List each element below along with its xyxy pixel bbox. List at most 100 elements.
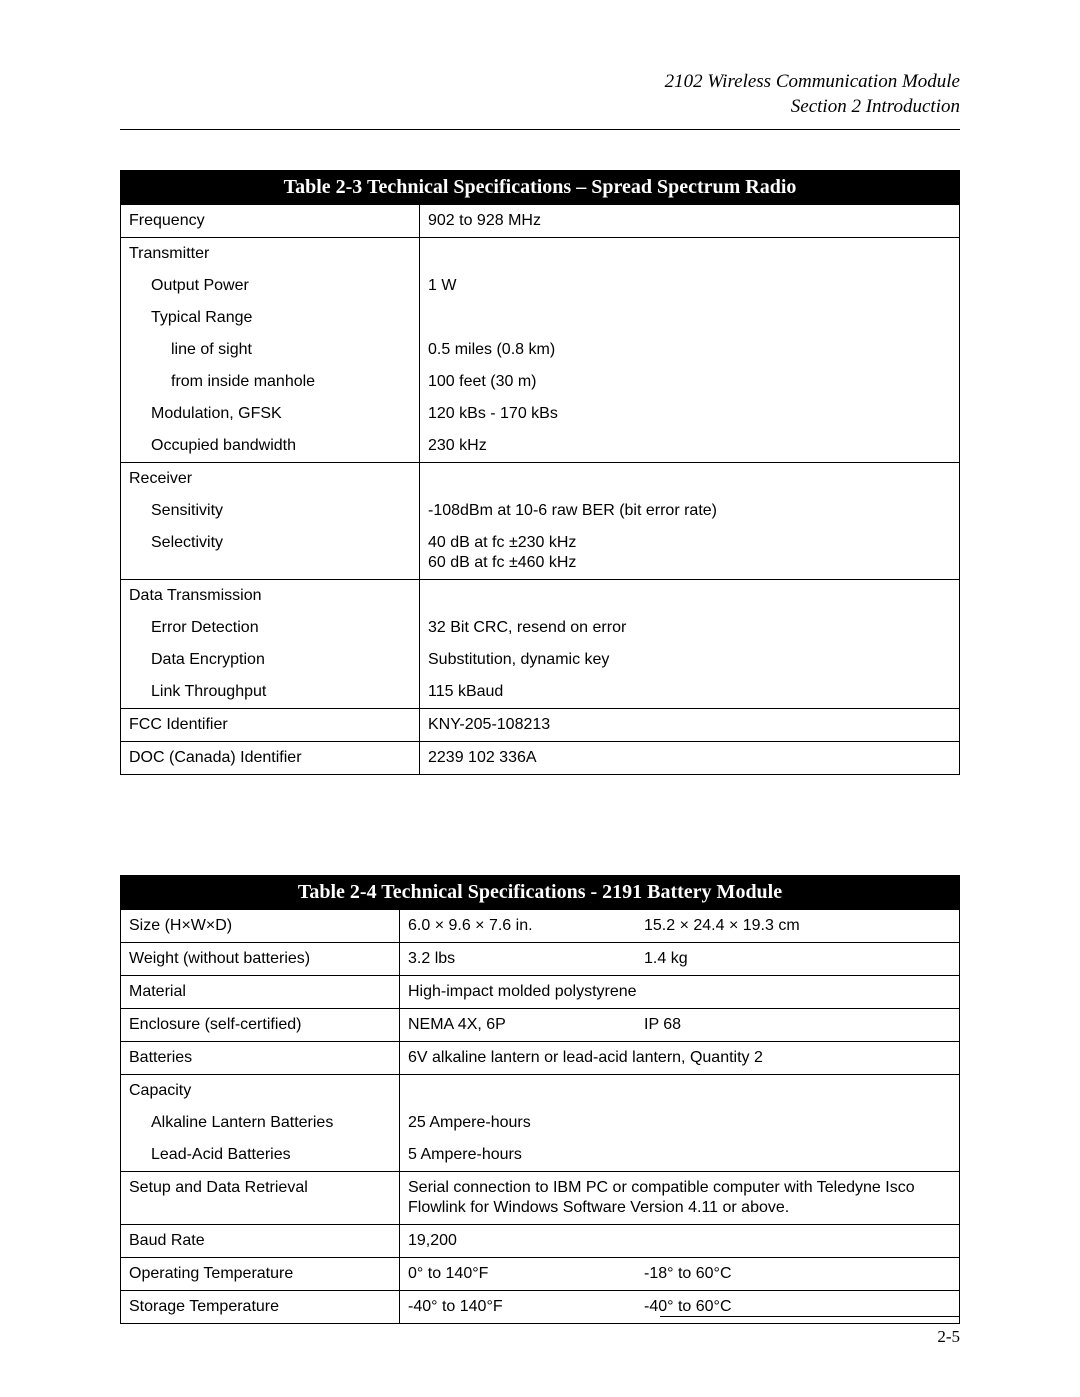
spec-label: Lead-Acid Batteries — [121, 1139, 400, 1172]
spec-label: Error Detection — [121, 612, 420, 644]
table-row: FCC IdentifierKNY-205-108213 — [121, 709, 960, 742]
spec-value-metric: 1.4 kg — [636, 943, 960, 976]
spec-label: Receiver — [121, 463, 420, 496]
page-content: 2102 Wireless Communication Module Secti… — [0, 0, 1080, 1384]
table-caption: Table 2-4 Technical Specifications - 219… — [120, 875, 960, 910]
table-row: Enclosure (self-certified)NEMA 4X, 6PIP … — [121, 1009, 960, 1042]
spec-table-battery: Table 2-4 Technical Specifications - 219… — [120, 875, 960, 1324]
table-row: Baud Rate19,200 — [121, 1225, 960, 1258]
spec-value: 6V alkaline lantern or lead-acid lantern… — [400, 1042, 960, 1075]
spec-label: DOC (Canada) Identifier — [121, 742, 420, 775]
table-row: Operating Temperature0° to 140°F-18° to … — [121, 1258, 960, 1291]
spec-value: 40 dB at fc ±230 kHz 60 dB at fc ±460 kH… — [420, 527, 960, 580]
spec-value-imperial: -40° to 140°F — [400, 1291, 637, 1324]
spec-label: Material — [121, 976, 400, 1009]
spec-label: Transmitter — [121, 238, 420, 271]
spec-value-imperial: NEMA 4X, 6P — [400, 1009, 637, 1042]
spec-value: -108dBm at 10-6 raw BER (bit error rate) — [420, 495, 960, 527]
running-header: 2102 Wireless Communication Module Secti… — [120, 70, 960, 119]
table-row: Data EncryptionSubstitution, dynamic key — [121, 644, 960, 676]
table-row: Selectivity40 dB at fc ±230 kHz 60 dB at… — [121, 527, 960, 580]
spec-value — [420, 463, 960, 496]
spec-value — [420, 302, 960, 334]
spec-value: 25 Ampere-hours — [400, 1107, 960, 1139]
spec-value: 32 Bit CRC, resend on error — [420, 612, 960, 644]
spec-value — [420, 580, 960, 613]
spec-label: Data Encryption — [121, 644, 420, 676]
table-row: Link Throughput115 kBaud — [121, 676, 960, 709]
spec-label: FCC Identifier — [121, 709, 420, 742]
spec-value-metric: 15.2 × 24.4 × 19.3 cm — [636, 910, 960, 943]
table-row: Sensitivity-108dBm at 10-6 raw BER (bit … — [121, 495, 960, 527]
table-row: Alkaline Lantern Batteries25 Ampere-hour… — [121, 1107, 960, 1139]
table-row: from inside manhole100 feet (30 m) — [121, 366, 960, 398]
spec-table-radio: Table 2-3 Technical Specifications – Spr… — [120, 170, 960, 775]
page-number: 2-5 — [937, 1327, 960, 1347]
spec-label: Enclosure (self-certified) — [121, 1009, 400, 1042]
table-row: Typical Range — [121, 302, 960, 334]
header-rule — [120, 129, 960, 130]
table-row: Transmitter — [121, 238, 960, 271]
spec-value-metric: -18° to 60°C — [636, 1258, 960, 1291]
table-row: Error Detection32 Bit CRC, resend on err… — [121, 612, 960, 644]
table-caption: Table 2-3 Technical Specifications – Spr… — [120, 170, 960, 205]
table-row: Frequency902 to 928 MHz — [121, 205, 960, 238]
spec-value: Substitution, dynamic key — [420, 644, 960, 676]
spec-value-metric: -40° to 60°C — [636, 1291, 960, 1324]
spec-value: 230 kHz — [420, 430, 960, 463]
spec-value — [400, 1075, 960, 1108]
table-row: Weight (without batteries)3.2 lbs1.4 kg — [121, 943, 960, 976]
spec-value: 115 kBaud — [420, 676, 960, 709]
spec-label: from inside manhole — [121, 366, 420, 398]
spec-value-imperial: 3.2 lbs — [400, 943, 637, 976]
table-row: Modulation, GFSK120 kBs - 170 kBs — [121, 398, 960, 430]
spec-label: Data Transmission — [121, 580, 420, 613]
spec-label: Output Power — [121, 270, 420, 302]
spec-label: Capacity — [121, 1075, 400, 1108]
spec-value: 100 feet (30 m) — [420, 366, 960, 398]
spec-value: 1 W — [420, 270, 960, 302]
header-line-2: Section 2 Introduction — [120, 95, 960, 120]
spec-label: line of sight — [121, 334, 420, 366]
spec-value: 0.5 miles (0.8 km) — [420, 334, 960, 366]
spec-value: High-impact molded polystyrene — [400, 976, 960, 1009]
table-row: DOC (Canada) Identifier2239 102 336A — [121, 742, 960, 775]
spec-label: Size (H×W×D) — [121, 910, 400, 943]
table-row: Output Power1 W — [121, 270, 960, 302]
table-row: Size (H×W×D)6.0 × 9.6 × 7.6 in.15.2 × 24… — [121, 910, 960, 943]
spec-value: 2239 102 336A — [420, 742, 960, 775]
table-row: Data Transmission — [121, 580, 960, 613]
table-row: MaterialHigh-impact molded polystyrene — [121, 976, 960, 1009]
footer-rule — [660, 1316, 960, 1317]
table-row: line of sight0.5 miles (0.8 km) — [121, 334, 960, 366]
spec-value: 902 to 928 MHz — [420, 205, 960, 238]
spec-label: Selectivity — [121, 527, 420, 580]
spec-label: Frequency — [121, 205, 420, 238]
spec-value: KNY-205-108213 — [420, 709, 960, 742]
spec-label: Storage Temperature — [121, 1291, 400, 1324]
spec-label: Baud Rate — [121, 1225, 400, 1258]
spec-label: Operating Temperature — [121, 1258, 400, 1291]
header-line-1: 2102 Wireless Communication Module — [120, 70, 960, 95]
spec-label: Sensitivity — [121, 495, 420, 527]
table-row: Storage Temperature-40° to 140°F-40° to … — [121, 1291, 960, 1324]
table-row: Lead-Acid Batteries5 Ampere-hours — [121, 1139, 960, 1172]
table-row: Batteries6V alkaline lantern or lead-aci… — [121, 1042, 960, 1075]
spec-label: Occupied bandwidth — [121, 430, 420, 463]
spec-value: 5 Ampere-hours — [400, 1139, 960, 1172]
table-row: Occupied bandwidth230 kHz — [121, 430, 960, 463]
table-row: Receiver — [121, 463, 960, 496]
spec-label: Modulation, GFSK — [121, 398, 420, 430]
spec-value: Serial connection to IBM PC or compatibl… — [400, 1172, 960, 1225]
table-row: Setup and Data RetrievalSerial connectio… — [121, 1172, 960, 1225]
spec-value: 120 kBs - 170 kBs — [420, 398, 960, 430]
spec-label: Setup and Data Retrieval — [121, 1172, 400, 1225]
spec-value-metric: IP 68 — [636, 1009, 960, 1042]
spec-label: Weight (without batteries) — [121, 943, 400, 976]
spec-label: Typical Range — [121, 302, 420, 334]
spec-value-imperial: 6.0 × 9.6 × 7.6 in. — [400, 910, 637, 943]
spec-value-imperial: 0° to 140°F — [400, 1258, 637, 1291]
table-row: Capacity — [121, 1075, 960, 1108]
spec-value: 19,200 — [400, 1225, 960, 1258]
spec-label: Batteries — [121, 1042, 400, 1075]
